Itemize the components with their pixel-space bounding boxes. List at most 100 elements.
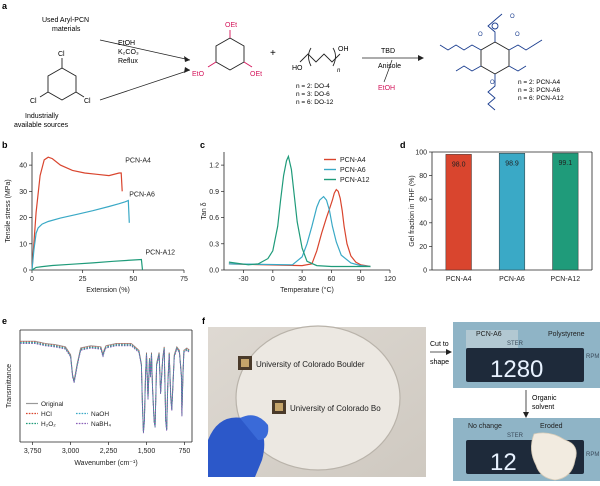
legend-label-HCl: HCl	[41, 411, 52, 418]
y-tick-label: 80	[419, 173, 427, 180]
panel-b-letter: b	[2, 140, 8, 150]
series-label-PCN-A12: PCN-A12	[145, 249, 175, 256]
panel-f-letter: f	[202, 316, 206, 326]
bar-PCN-A4	[445, 154, 472, 271]
x-tick-label: 25	[79, 276, 87, 283]
x-axis-label: Extension (%)	[86, 287, 130, 294]
bar-PCN-A6	[498, 153, 526, 271]
chart-d: 0 20 40 60 80 100 Gel fraction in THF (%) 98.0 P…	[409, 150, 593, 283]
source-top-label-2: materials	[52, 26, 81, 33]
step1-line2: shape	[430, 359, 449, 366]
condition-3: Reflux	[118, 58, 138, 65]
series-label-PCN-A6: PCN-A6	[129, 192, 155, 199]
step2-line2: solvent	[532, 404, 554, 411]
source-bottom-label-2: available sources	[14, 122, 69, 129]
byproduct-arrow	[383, 59, 393, 83]
legend-label-NaBH₄: NaBH₄	[91, 421, 111, 428]
polymer-network-structure	[439, 13, 543, 111]
legend-label-NaOH: NaOH	[91, 411, 109, 418]
polymer-list-3: n = 6: PCN-A12	[518, 95, 564, 102]
blue-glove	[208, 417, 265, 477]
y-tick-label: 0.6	[209, 215, 219, 222]
series-line-PCN-A4	[228, 188, 371, 268]
panel-b: b 0 25 50 75 0 10 20 30 40 Extension (%) Tensile s…	[2, 140, 188, 294]
bar-value-label-PCN-A6: 98.9	[505, 160, 519, 167]
panel-a-letter: a	[2, 1, 8, 11]
y-tick-label: 40	[419, 220, 427, 227]
plus-sign: +	[270, 48, 276, 59]
rpm-label-bottom: RPM	[586, 452, 599, 458]
source-bottom-label: Industrially	[25, 113, 59, 120]
polymer-o-top: O	[510, 14, 515, 20]
polymer-o-bottom: O	[490, 80, 495, 86]
x-tick-label: 30	[298, 276, 306, 283]
series-line-PCN-A12	[31, 258, 144, 271]
x-tick-label: 0	[271, 276, 275, 283]
condition-2: K₂CO₃	[118, 49, 139, 56]
x-tick-label: -30	[238, 276, 248, 283]
x-tick-label: 2,250	[100, 448, 118, 455]
y-tick-label: 100	[415, 150, 427, 157]
y-axis-label: Transmittance	[6, 364, 13, 408]
arrowhead-upper	[184, 56, 190, 62]
legend-label-Original: Original	[41, 401, 64, 408]
series-line-PCN-A6	[31, 199, 130, 271]
y-tick-label: 0	[23, 268, 27, 275]
panel-d: d 0 20 40 60 80 100 Gel fraction in THF (%) 98.…	[400, 140, 593, 283]
panel-c-letter: c	[200, 140, 205, 150]
chart-c: -30 0 30 60 90 120 0.0 0.3 0.6 0.9 1.2 Temperature …	[201, 152, 396, 294]
x-tick-label: 0	[30, 276, 34, 283]
legend-label-PCN-A4: PCN-A4	[340, 157, 366, 164]
trichlorotriazine-structure	[39, 58, 85, 101]
step2-line1: Organic	[532, 395, 557, 402]
logo-text-1: University of Colorado Boulder	[256, 360, 365, 369]
chloro-left: Cl	[30, 98, 37, 105]
eroded-polystyrene	[531, 432, 577, 481]
y-tick-label: 60	[419, 197, 427, 204]
x-tick-label: 3,750	[24, 448, 42, 455]
diol-oh: OH	[338, 46, 349, 53]
x-axis-label: Wavenumber (cm⁻¹)	[74, 460, 137, 467]
chloro-right: Cl	[84, 98, 91, 105]
y-tick-label: 20	[419, 244, 427, 251]
x-tick-label: 1,500	[138, 448, 156, 455]
chart-e: 3,750 3,000 2,250 1,500 750 Wavenumber (cm⁻¹)…	[6, 329, 193, 467]
photo-disc: University of Colorado Boulder Universit…	[208, 325, 426, 477]
diol-list-1: n = 2: DO-4	[296, 83, 330, 90]
x-tick-label-PCN-A4: PCN-A4	[446, 276, 472, 283]
panel-a: a Used Aryl-PCN materials Industrially a…	[2, 1, 564, 129]
y-tick-label: 40	[19, 163, 27, 170]
logo-text-2: University of Colorado Bo	[290, 404, 381, 413]
legend-label-H₂O₂: H₂O₂	[41, 421, 56, 428]
y-axis-label: Tan δ	[201, 202, 208, 219]
series-line-PCN-A6	[228, 195, 371, 268]
x-axis-label: Temperature (°C)	[280, 286, 334, 294]
series-line-PCN-A12	[228, 154, 371, 268]
chloro-top: Cl	[58, 51, 65, 58]
x-tick-label: 3,000	[62, 448, 80, 455]
bar-PCN-A12	[552, 152, 579, 271]
panel-d-letter: d	[400, 140, 406, 150]
y-tick-label: 0.0	[209, 268, 219, 275]
ethoxy-top: OEt	[225, 22, 237, 29]
panel-e-letter: e	[2, 316, 7, 326]
panel-e: e 3,750 3,000 2,250 1,500 750 Wavenumber (cm⁻…	[2, 316, 193, 467]
diol-list-3: n = 6: DO-12	[296, 99, 334, 106]
label-polystyrene: Polystyrene	[548, 331, 585, 338]
arrowhead-lower	[184, 67, 190, 73]
arrow-upper	[99, 39, 191, 61]
display-bottom-digits: 12	[490, 449, 517, 476]
label-no-change: No change	[468, 423, 502, 430]
ster-label-top: STER	[507, 341, 524, 347]
polymer-list-1: n = 2: PCN-A4	[518, 79, 560, 86]
y-axis-label: Gel fraction in THF (%)	[409, 175, 416, 246]
panel-c: c -30 0 30 60 90 120 0.0 0.3 0.6 0.9 1.2 Temperatur…	[200, 140, 396, 294]
series-line-NaBH₄	[20, 343, 190, 434]
bar-value-label-PCN-A12: 99.1	[559, 160, 573, 167]
label-pcn-a6: PCN-A6	[476, 331, 502, 338]
condition-1: EtOH	[118, 40, 135, 47]
rpm-label-top: RPM	[586, 354, 599, 360]
ethoxy-left: EtO	[192, 71, 205, 78]
ster-label-bottom: STER	[507, 433, 524, 439]
